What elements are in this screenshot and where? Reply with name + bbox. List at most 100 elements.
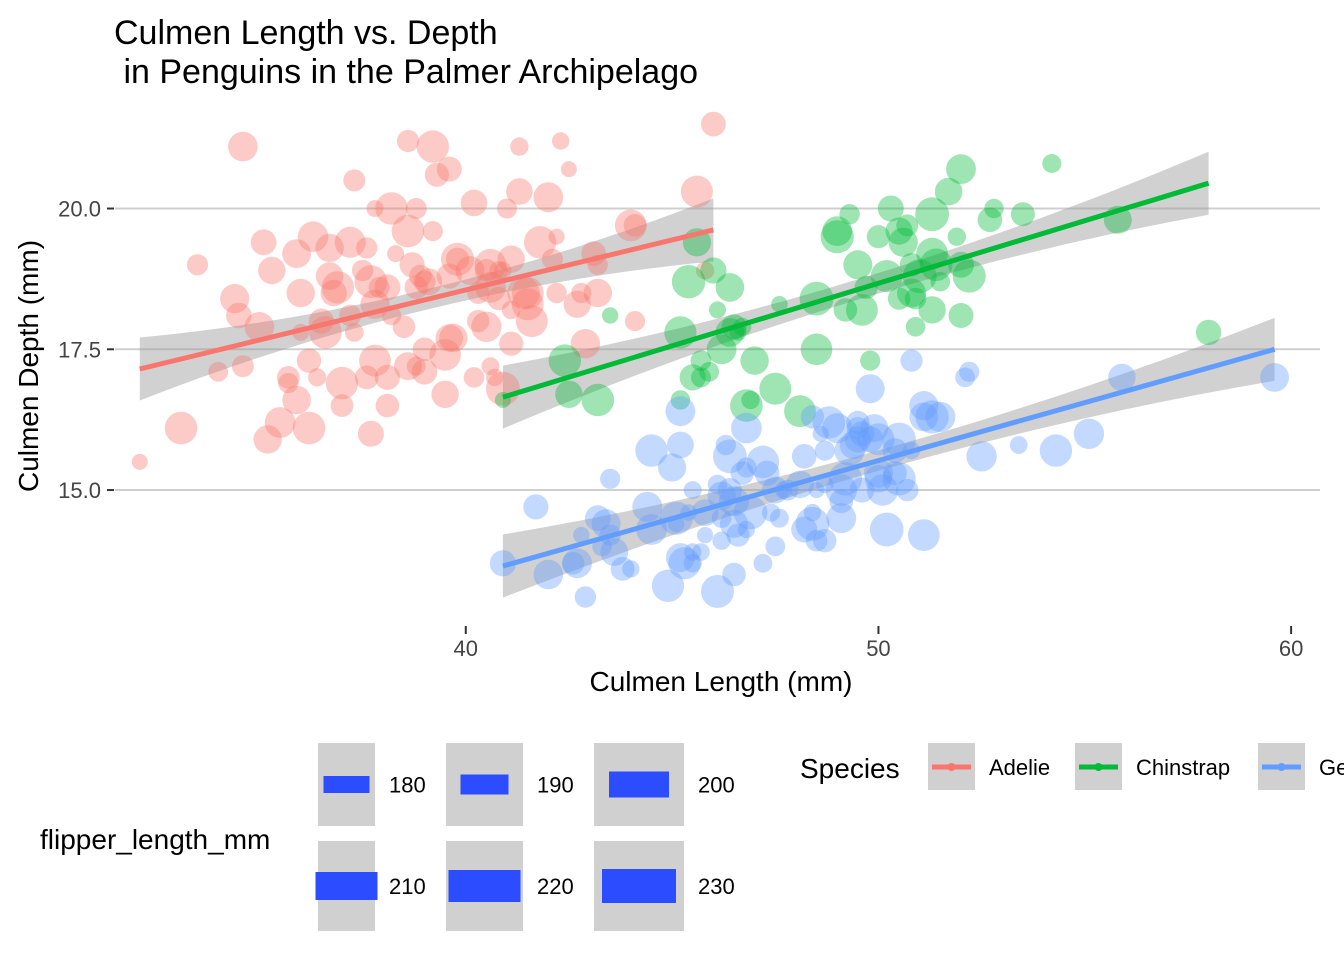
point-gentoo (812, 406, 846, 439)
point-gentoo (882, 422, 916, 457)
point-adelie (231, 355, 254, 378)
point-gentoo (849, 421, 875, 447)
point-chinstrap (877, 195, 904, 222)
point-adelie (463, 367, 485, 388)
color-legend-label-gentoo: Gentoo (1319, 755, 1344, 780)
point-adelie (511, 288, 544, 321)
point-adelie (315, 262, 344, 290)
point-gentoo (812, 425, 829, 442)
point-chinstrap (1195, 319, 1222, 346)
point-chinstrap (602, 307, 619, 324)
point-adelie (357, 420, 384, 447)
point-adelie (523, 226, 557, 259)
point-adelie (344, 323, 364, 342)
point-gentoo (635, 434, 668, 467)
size-legend-key-bar (323, 776, 370, 793)
point-adelie (186, 254, 209, 276)
point-chinstrap (699, 361, 720, 382)
point-adelie (366, 200, 384, 217)
color-legend-key-dot (947, 763, 956, 771)
point-adelie (416, 130, 449, 163)
point-adelie (253, 425, 282, 454)
point-adelie (399, 252, 425, 278)
point-adelie (623, 214, 647, 237)
color-legend-label-chinstrap: Chinstrap (1136, 755, 1230, 780)
point-chinstrap (843, 250, 873, 280)
point-adelie (474, 248, 507, 281)
point-gentoo (846, 417, 869, 440)
point-gentoo (846, 410, 870, 435)
point-gentoo (882, 462, 916, 496)
point-adelie (570, 329, 601, 359)
point-gentoo (765, 536, 786, 557)
point-gentoo (1260, 363, 1289, 392)
point-gentoo (610, 557, 635, 581)
point-chinstrap (896, 214, 919, 237)
point-gentoo (844, 426, 871, 453)
point-layer (131, 111, 1289, 608)
point-gentoo (726, 523, 750, 547)
size-legend-key-bar (448, 870, 521, 902)
point-chinstrap (1010, 202, 1035, 227)
point-adelie (368, 276, 390, 298)
point-chinstrap (820, 220, 854, 254)
point-adelie (481, 357, 500, 376)
point-gentoo (713, 439, 747, 474)
point-adelie (507, 276, 540, 310)
point-adelie (296, 348, 322, 373)
color-legend-title: Species (800, 753, 900, 784)
point-adelie (560, 161, 577, 178)
point-gentoo (769, 508, 789, 528)
point-chinstrap (839, 204, 860, 225)
point-gentoo (855, 374, 885, 404)
point-adelie (510, 137, 529, 156)
point-adelie (497, 245, 525, 273)
point-gentoo (489, 550, 516, 577)
point-gentoo (863, 458, 894, 488)
point-adelie (486, 368, 504, 387)
x-tick-label: 50 (866, 636, 890, 661)
point-chinstrap (888, 227, 918, 257)
point-chinstrap (784, 395, 816, 428)
color-legend-label-adelie: Adelie (989, 755, 1050, 780)
fit-line-chinstrap (502, 180, 1210, 400)
point-gentoo (591, 509, 621, 539)
point-gentoo (692, 543, 710, 561)
point-gentoo (754, 460, 780, 486)
point-chinstrap (771, 296, 788, 313)
point-adelie (497, 198, 517, 219)
point-adelie (278, 372, 299, 394)
size-legend-key-bar (609, 771, 669, 798)
point-adelie (334, 226, 366, 258)
point-adelie (422, 221, 443, 242)
point-gentoo (814, 440, 835, 461)
point-gentoo (574, 586, 597, 608)
point-gentoo (731, 412, 762, 444)
point-adelie (624, 311, 646, 332)
point-adelie (406, 356, 426, 376)
point-chinstrap (679, 364, 706, 391)
fit-line-adelie (139, 227, 714, 372)
point-adelie (325, 366, 359, 400)
point-gentoo (834, 435, 865, 466)
chart-title-line2: in Penguins in the Palmer Archipelago (114, 53, 698, 91)
point-chinstrap (555, 380, 583, 408)
point-gentoo (915, 400, 949, 434)
point-chinstrap (800, 333, 833, 366)
point-gentoo (867, 474, 899, 506)
point-gentoo (561, 552, 585, 575)
point-gentoo (665, 543, 695, 573)
color-legend-key-dot (1277, 763, 1286, 771)
point-adelie (563, 290, 591, 318)
point-chinstrap (952, 259, 986, 293)
point-adelie (396, 129, 420, 153)
point-chinstrap (897, 278, 926, 308)
point-adelie (533, 182, 564, 213)
size-legend-key-bar (460, 774, 509, 795)
point-gentoo (562, 548, 592, 579)
point-chinstrap (691, 367, 711, 388)
point-chinstrap (866, 225, 891, 249)
point-gentoo (795, 506, 830, 541)
point-adelie (499, 331, 524, 356)
